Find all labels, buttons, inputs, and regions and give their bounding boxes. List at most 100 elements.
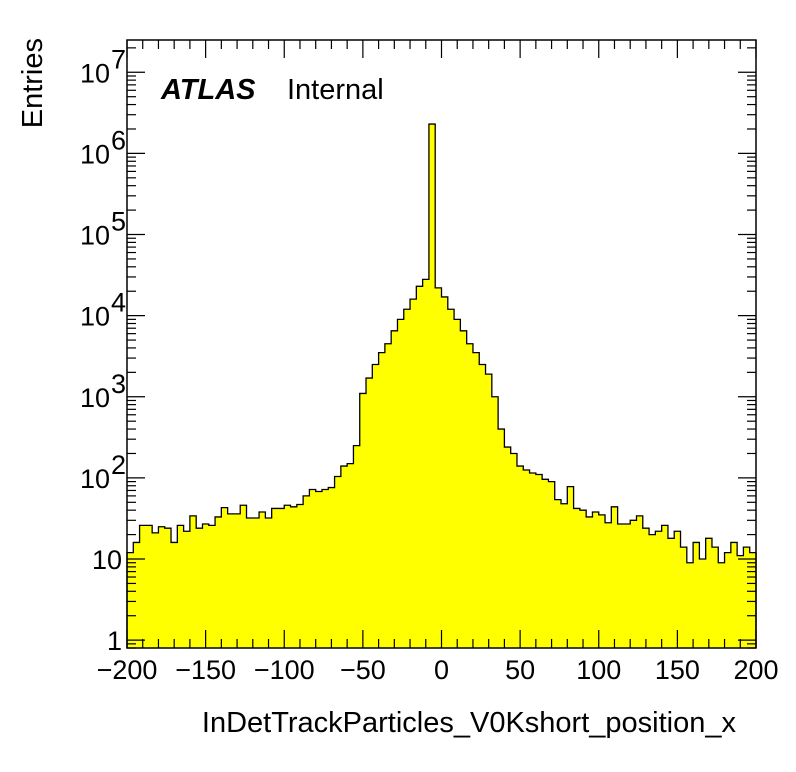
histogram-bar [586, 516, 593, 648]
histogram-bar [749, 552, 757, 648]
y-tick-label: 10 [92, 545, 122, 575]
histogram-bar [655, 531, 663, 648]
histogram-bar [510, 453, 518, 648]
histogram-bar [309, 489, 317, 648]
histogram-bar [705, 538, 713, 648]
histogram-bar [139, 525, 147, 648]
histogram-bar [686, 562, 694, 648]
histogram-bar [233, 513, 241, 648]
histogram-bar [579, 510, 587, 648]
histogram-bar [680, 547, 688, 648]
histogram-bar [498, 429, 505, 648]
histogram-bar [454, 319, 461, 648]
y-tick-exponent: 2 [111, 450, 126, 480]
histogram-bar [359, 393, 367, 648]
x-tick-label: 200 [733, 655, 778, 685]
histogram-bar [636, 515, 644, 648]
histogram-bar [246, 518, 254, 648]
x-axis-title: InDetTrackParticles_V0Kshort_position_x [202, 707, 737, 739]
histogram-bar [711, 547, 719, 648]
histogram-bar [693, 542, 700, 648]
histogram-bar [152, 532, 159, 648]
histogram-bar [127, 552, 134, 648]
x-axis-tick-labels: −200 −150 −100 −50 0 50 100 150 200 [97, 655, 779, 685]
internal-label: Internal [287, 74, 384, 106]
histogram-bar [441, 296, 449, 648]
histogram-bar [391, 330, 398, 648]
atlas-label: ATLAS [160, 74, 256, 106]
histogram-bar [743, 547, 751, 648]
histogram-bar [460, 330, 468, 648]
histogram-bar [189, 515, 197, 648]
histogram-bar [542, 479, 549, 648]
histogram-outline [126, 123, 757, 648]
x-tick-label: −100 [254, 655, 315, 685]
y-tick-label: 10 [80, 302, 110, 332]
x-tick-label: 100 [576, 655, 621, 685]
histogram-bar [372, 364, 379, 648]
histogram-bar [145, 525, 153, 648]
histogram-bar [164, 528, 172, 648]
histogram-bar [466, 343, 474, 648]
histogram-bar [196, 528, 203, 648]
y-tick-exponent: 3 [111, 369, 126, 399]
histogram-bar [277, 508, 285, 648]
histogram-bar [649, 534, 656, 648]
histogram-bar [718, 562, 725, 648]
histogram-bar [554, 499, 562, 648]
histogram-bar [240, 505, 247, 648]
x-tick-label: 0 [434, 655, 449, 685]
histogram-bar [561, 503, 568, 648]
histogram-bar [504, 447, 512, 648]
histogram-bar [548, 481, 556, 648]
y-tick-label: 10 [80, 139, 110, 169]
y-tick-label: 10 [80, 383, 110, 413]
histogram-bar [472, 352, 480, 648]
histogram-bar [340, 466, 348, 648]
histogram-bar [215, 516, 222, 648]
histogram-bar [630, 520, 637, 648]
histogram-bar [416, 286, 424, 648]
histogram-bar [177, 525, 185, 648]
histogram-bar [592, 511, 600, 648]
histogram-bar [535, 474, 543, 648]
histogram-bar [730, 542, 738, 648]
histogram-bar [699, 559, 707, 648]
histogram-bar [271, 508, 279, 648]
histogram-bar [674, 531, 681, 648]
histogram-bar [366, 378, 373, 648]
histogram-bar [334, 476, 342, 648]
x-axis-ticks [126, 40, 757, 648]
histogram-bar [724, 552, 732, 648]
x-tick-label: 150 [655, 655, 700, 685]
y-tick-exponent: 4 [111, 288, 126, 318]
y-tick-label: 1 [107, 626, 122, 656]
histogram-bar [296, 504, 304, 648]
histogram-bar [208, 525, 216, 648]
y-tick-exponent: 7 [111, 44, 126, 74]
histogram-bar [183, 531, 191, 648]
histogram-bar [667, 538, 675, 648]
histogram-bar [171, 542, 178, 648]
histogram-bar [221, 507, 229, 648]
histogram-bar [479, 364, 486, 648]
histogram-bar [529, 472, 537, 648]
histogram-bar [328, 487, 335, 648]
histogram-bar [435, 287, 442, 648]
histogram-bar [284, 505, 291, 648]
y-tick-label: 10 [80, 464, 110, 494]
y-tick-label: 10 [80, 58, 110, 88]
x-tick-label: −50 [340, 655, 386, 685]
histogram-bar [259, 511, 266, 648]
histogram-bar [265, 518, 273, 648]
histogram-bar [605, 522, 612, 648]
histogram-bar [202, 524, 210, 648]
y-axis-ticks [127, 47, 756, 649]
histogram-bar [384, 343, 392, 648]
histogram-bar [303, 495, 310, 648]
histogram-bar [567, 486, 574, 648]
histogram-bar [737, 555, 744, 648]
histogram-bar [491, 396, 499, 648]
